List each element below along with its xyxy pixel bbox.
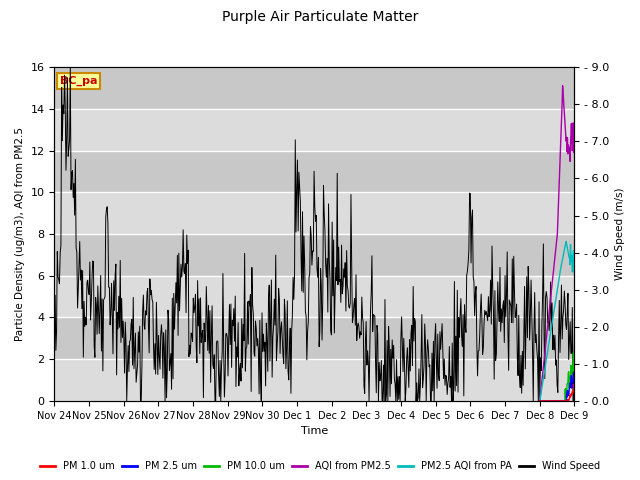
Bar (54, 359, 575, 401)
Y-axis label: Particle Density (ug/m3), AQI from PM2.5: Particle Density (ug/m3), AQI from PM2.5 (15, 127, 25, 341)
Legend: PM 1.0 um, PM 2.5 um, PM 10.0 um, AQI from PM2.5, PM2.5 AQI from PA, Wind Speed: PM 1.0 um, PM 2.5 um, PM 10.0 um, AQI fr… (36, 457, 604, 475)
X-axis label: Time: Time (301, 426, 328, 436)
Text: Purple Air Particulate Matter: Purple Air Particulate Matter (222, 10, 418, 24)
Bar (54, 192, 575, 234)
Y-axis label: Wind Speed (m/s): Wind Speed (m/s) (615, 188, 625, 280)
Bar (54, 317, 575, 359)
Bar (54, 151, 575, 192)
Bar (54, 67, 575, 109)
Bar (54, 276, 575, 317)
Text: BC_pa: BC_pa (60, 76, 97, 86)
Bar (54, 109, 575, 151)
Bar (54, 234, 575, 276)
